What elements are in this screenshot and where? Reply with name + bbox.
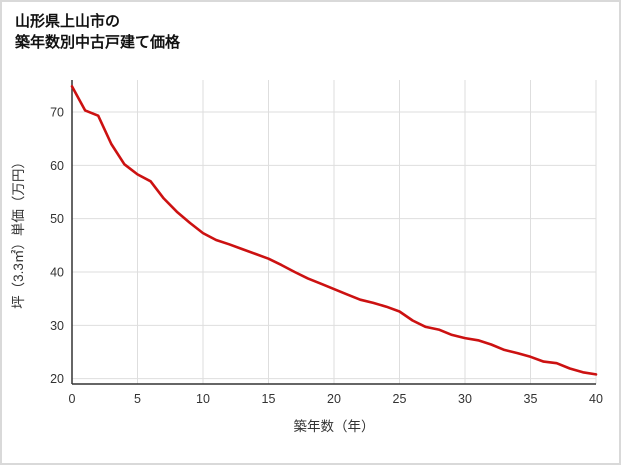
x-axis-title: 築年数（年） xyxy=(294,419,375,434)
y-tick-label: 20 xyxy=(50,372,64,386)
y-tick-label: 50 xyxy=(50,212,64,226)
price-by-age-line-chart: 0 5 10 15 20 25 30 35 40 20 30 40 50 60 70 築年数（年） 坪（3.3㎡… xyxy=(11,80,603,434)
y-axis-title: 坪（3.3㎡）単価（万円） xyxy=(11,155,26,309)
x-tick-label: 15 xyxy=(262,392,276,406)
chart-title-line1: 山形県上山市の xyxy=(15,13,121,30)
x-tick-label: 35 xyxy=(524,392,538,406)
x-tick-label: 20 xyxy=(327,392,341,406)
x-tick-label: 10 xyxy=(196,392,210,406)
x-tick-label: 25 xyxy=(393,392,407,406)
x-tick-label: 5 xyxy=(134,392,141,406)
x-tick-label: 0 xyxy=(69,392,76,406)
price-line-series xyxy=(70,85,598,376)
chart-title-line2: 築年数別中古戸建て価格 xyxy=(15,34,181,51)
y-tick-label: 70 xyxy=(50,106,64,120)
chart-area: 0 5 10 15 20 25 30 35 40 20 30 40 50 60 70 築年数（年） 坪（3.3㎡… xyxy=(2,68,619,463)
y-tick-label: 40 xyxy=(50,266,64,280)
y-tick-label: 30 xyxy=(50,319,64,333)
x-tick-label: 40 xyxy=(589,392,603,406)
x-tick-label: 30 xyxy=(458,392,472,406)
y-tick-label: 60 xyxy=(50,159,64,173)
chart-title: 山形県上山市の 築年数別中古戸建て価格 xyxy=(2,2,619,53)
